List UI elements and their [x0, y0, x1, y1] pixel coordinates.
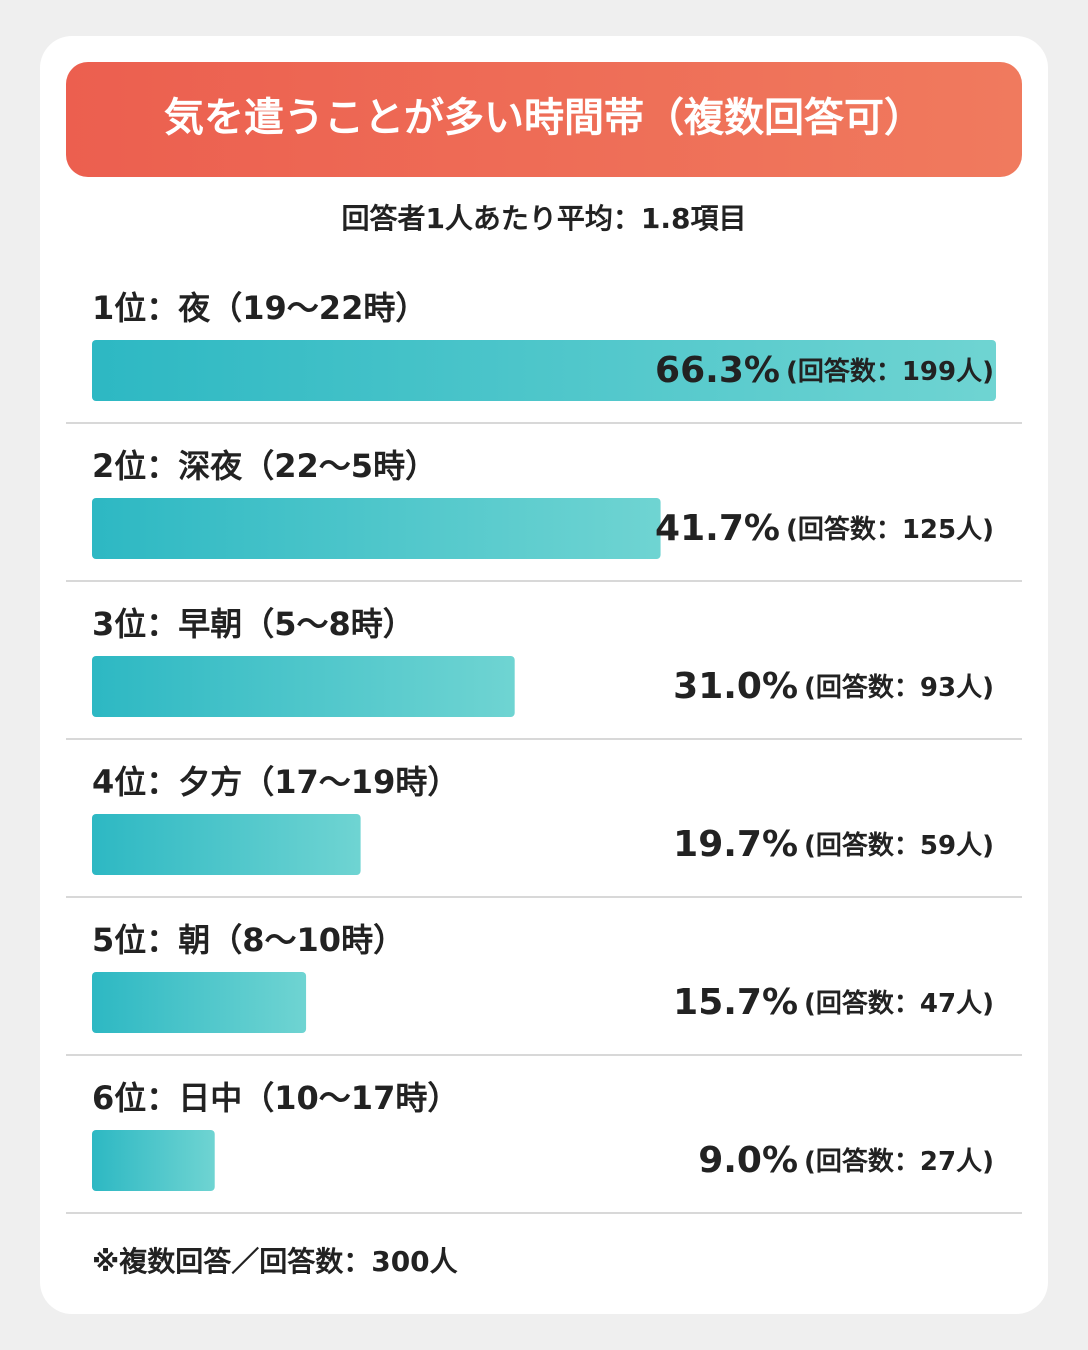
- value-label: 15.7% (回答数：47人): [673, 982, 994, 1023]
- bar: [92, 814, 361, 875]
- category-label: 5位：朝（8〜10時）: [92, 921, 405, 959]
- count-label: (回答数：93人): [804, 672, 994, 703]
- count-label: (回答数：125人): [786, 514, 994, 545]
- bar: [92, 498, 661, 559]
- percent-label: 66.3%: [655, 350, 780, 391]
- count-label: (回答数：47人): [804, 988, 994, 1019]
- bar: [92, 656, 515, 717]
- value-label: 66.3% (回答数：199人): [655, 350, 994, 391]
- category-label: 6位：日中（10〜17時）: [92, 1079, 459, 1117]
- category-label: 1位：夜（19〜22時）: [92, 289, 427, 327]
- category-label: 2位：深夜（22〜5時）: [92, 447, 437, 485]
- percent-label: 41.7%: [655, 508, 780, 549]
- percent-label: 15.7%: [673, 982, 798, 1023]
- count-label: (回答数：27人): [804, 1146, 994, 1177]
- count-label: (回答数：199人): [786, 356, 994, 387]
- chart-title: 気を遣うことが多い時間帯（複数回答可）: [164, 95, 924, 141]
- category-label: 4位：夕方（17〜19時）: [92, 763, 459, 801]
- header: [66, 62, 1022, 177]
- bar: [92, 340, 996, 401]
- value-label: 9.0% (回答数：27人): [698, 1140, 994, 1181]
- count-label: (回答数：59人): [804, 830, 994, 861]
- percent-label: 9.0%: [698, 1140, 798, 1181]
- category-label: 3位：早朝（5〜8時）: [92, 605, 415, 643]
- value-label: 19.7% (回答数：59人): [673, 824, 994, 865]
- subtitle: 回答者1人あたり平均：1.8項目: [341, 202, 746, 235]
- footnote: ※複数回答／回答数：300人: [92, 1245, 458, 1278]
- value-label: 41.7% (回答数：125人): [655, 508, 994, 549]
- bar: [92, 972, 307, 1033]
- percent-label: 19.7%: [673, 824, 798, 865]
- bar: [92, 1130, 215, 1191]
- value-label: 31.0% (回答数：93人): [673, 666, 994, 707]
- percent-label: 31.0%: [673, 666, 798, 707]
